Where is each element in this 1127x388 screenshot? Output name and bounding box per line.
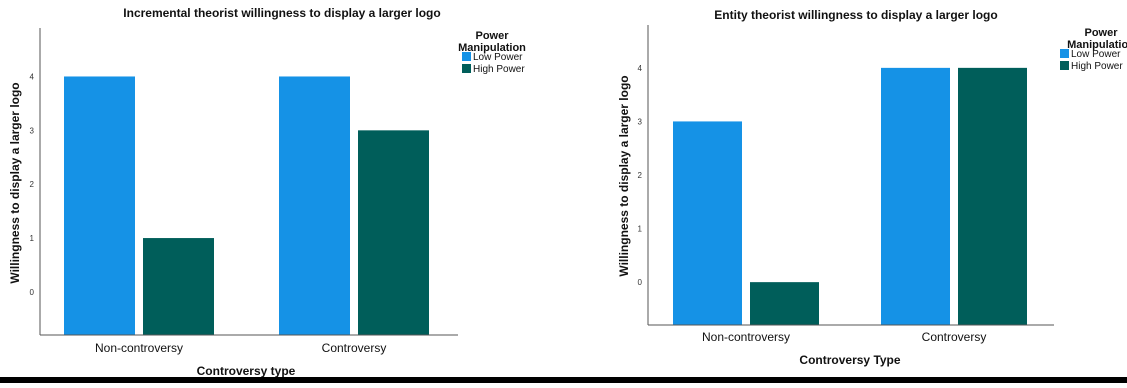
chart-incremental: Incremental theorist willingness to disp… <box>8 6 526 378</box>
chart-0-legend-label: Low Power <box>473 52 523 63</box>
chart-0-x-category-label: Non-controversy <box>95 341 183 355</box>
chart-0-y-axis-title: Willingness to display a larger logo <box>8 82 22 283</box>
bottom-border <box>0 377 1127 383</box>
chart-0-x-category-label: Controversy <box>322 341 387 355</box>
chart-0-legend-title: Power <box>475 30 509 42</box>
chart-0-bar-low-power-non-controversy <box>64 76 135 335</box>
chart-entity: Entity theorist willingness to display a… <box>617 8 1127 367</box>
chart-1-x-category-label: Non-controversy <box>702 330 790 344</box>
chart-1-legend-title: Manipulation <box>1067 39 1127 51</box>
chart-0-bar-high-power-non-controversy <box>143 238 214 335</box>
chart-1-title: Entity theorist willingness to display a… <box>714 8 997 22</box>
chart-1-y-tick-label: 1 <box>638 225 643 234</box>
chart-0-y-tick-label: 3 <box>30 126 35 135</box>
chart-0-bar-low-power-controversy <box>279 76 350 335</box>
chart-1-bar-high-power-controversy <box>958 67 1027 325</box>
chart-0-y-tick-label: 2 <box>30 180 35 189</box>
chart-0-legend-label: High Power <box>473 64 525 75</box>
chart-0-y-tick-label: 1 <box>30 234 35 243</box>
chart-1-y-tick-label: 0 <box>638 278 643 287</box>
chart-1-legend-title: Power <box>1084 27 1118 39</box>
chart-0-legend-title: Manipulation <box>458 42 526 54</box>
chart-0-bar-high-power-controversy <box>358 130 429 335</box>
chart-1-y-tick-label: 2 <box>638 171 643 180</box>
chart-1-x-axis-title: Controversy Type <box>799 353 900 367</box>
chart-0-x-axis-title: Controversy type <box>197 364 296 378</box>
chart-0-legend-swatch <box>462 52 471 61</box>
chart-1-bar-low-power-controversy <box>881 67 950 325</box>
chart-1-bar-high-power-non-controversy <box>750 282 819 325</box>
chart-1-legend-label: High Power <box>1071 61 1123 72</box>
chart-0-legend-swatch <box>462 64 471 73</box>
chart-1-legend-swatch <box>1060 61 1069 70</box>
chart-1-y-tick-label: 3 <box>638 117 643 126</box>
chart-1-x-category-label: Controversy <box>922 330 987 344</box>
chart-1-legend-label: Low Power <box>1071 49 1121 60</box>
chart-1-bar-low-power-non-controversy <box>673 121 742 325</box>
chart-1-legend-swatch <box>1060 49 1069 58</box>
chart-0-y-tick-label: 4 <box>30 72 35 81</box>
chart-0-title: Incremental theorist willingness to disp… <box>123 6 440 20</box>
chart-1-y-axis-title: Willingness to display a larger logo <box>617 75 631 276</box>
chart-0-y-tick-label: 0 <box>30 288 35 297</box>
chart-1-y-tick-label: 4 <box>638 64 643 73</box>
